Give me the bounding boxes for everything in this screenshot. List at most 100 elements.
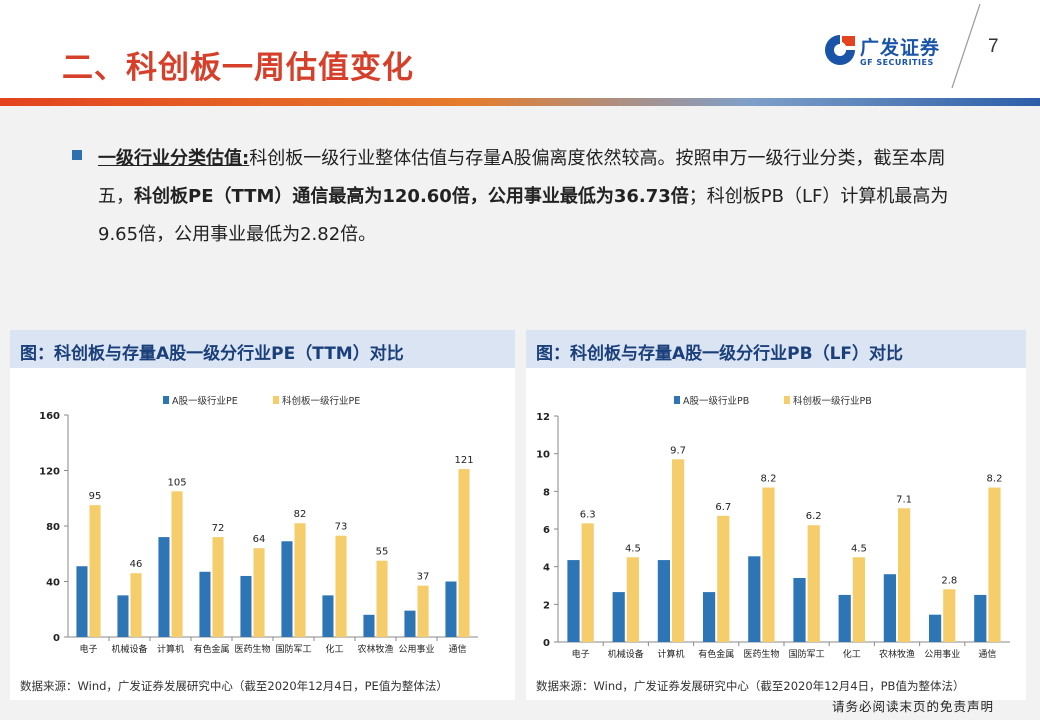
summary-text-2: ；科创板PB（LF）计算机最高为9.65倍，公用事业最低为2.82倍。 [98,186,949,245]
y-tick-label-1: 40 [46,578,60,589]
x-tick-label-9: 通信 [978,648,996,660]
x-tick-label-4: 医药生物 [234,643,270,655]
data-label-1-9: 121 [454,455,473,466]
bar-1-9 [458,469,470,637]
data-label-1-2: 105 [167,477,186,488]
x-tick-label-3: 有色金属 [698,648,734,660]
bar-1-0 [581,523,594,642]
bar-1-0 [89,505,101,637]
legend-label-1: 科创板一级行业PE [282,395,360,407]
pe-chart-title: 图：科创板与存量A股一级分行业PE（TTM）对比 [20,344,404,364]
x-tick-label-1: 机械设备 [111,643,147,655]
data-label-1-7: 7.1 [896,494,912,505]
x-tick-label-8: 公用事业 [398,643,434,655]
y-tick-label-5: 10 [536,450,550,461]
y-tick-label-3: 6 [543,525,550,536]
bar-1-8 [417,585,429,637]
x-tick-label-3: 有色金属 [193,643,229,655]
y-tick-label-0: 0 [53,633,60,644]
summary-text-1: 科创板一级行业整体估值与存量A股偏离度依然较高。按照申万一级行业分类，截至本周五… [98,148,946,207]
bar-1-4 [253,548,265,637]
x-tick-label-0: 电子 [79,643,97,655]
y-tick-label-2: 4 [543,563,550,574]
legend-swatch-1 [784,396,790,404]
bar-0-0 [76,566,88,637]
bar-0-6 [838,594,851,642]
pb-chart-header: 图：科创板与存量A股一级分行业PB（LF）对比 [526,330,1026,368]
slide-title: 二、科创板一周估值变化 [62,50,414,86]
bar-0-3 [199,571,211,637]
bar-1-6 [852,557,866,642]
bar-0-2 [657,560,670,642]
data-label-1-1: 46 [130,559,143,570]
pb-chart-panel: 图：科创板与存量A股一级分行业PB（LF）对比 A股一级行业PB 科创板一级行业P… [526,330,1026,700]
bar-1-1 [130,573,142,637]
data-label-1-1: 4.5 [625,543,641,554]
header-divider [951,4,981,88]
data-label-1-8: 37 [417,572,430,583]
gf-securities-logo: 广发证券 GF SECURITIES [822,30,952,74]
bar-0-7 [883,574,896,642]
bar-1-7 [376,560,388,637]
x-tick-label-6: 化工 [843,648,861,660]
bar-1-8 [943,589,956,642]
y-tick-label-1: 2 [543,600,550,611]
data-label-1-5: 6.2 [806,511,822,522]
bar-1-6 [335,535,347,637]
data-label-1-4: 8.2 [761,474,777,485]
x-tick-label-5: 国防军工 [275,643,311,655]
legend-label-1: 科创板一级行业PB [793,395,872,407]
bar-1-1 [626,557,640,642]
bar-0-4 [240,575,252,637]
header-accent-bar [0,98,1040,106]
y-tick-label-4: 8 [543,487,550,498]
data-label-1-5: 82 [294,509,307,520]
bar-1-3 [212,537,224,637]
bar-0-1 [612,592,625,642]
page-number: 7 [988,36,999,57]
x-tick-label-7: 农林牧渔 [879,648,915,660]
pe-bar-chart: A股一级行业PE 科创板一级行业PE 0 40 80 120 160 电子 95 机械设备 46 计算… [39,395,478,655]
legend-label-0: A股一级行业PE [172,395,238,407]
x-tick-label-5: 国防军工 [789,648,825,660]
bar-0-9 [974,594,987,642]
x-tick-label-2: 计算机 [157,643,184,655]
bar-0-9 [445,581,457,637]
gf-logo-icon [825,35,855,65]
x-tick-label-0: 电子 [572,648,590,660]
bar-1-7 [898,508,911,642]
bar-1-2 [171,491,183,637]
legend-swatch-0 [163,396,169,404]
x-tick-label-1: 机械设备 [608,648,644,660]
pb-chart-source: 数据来源：Wind，广发证券发展研究中心（截至2020年12月4日，PB值为整体… [536,679,965,693]
bar-1-2 [672,459,685,642]
disclaimer-text: 请务必阅读末页的免责声明 [832,699,995,714]
legend-swatch-1 [273,396,279,404]
data-label-1-2: 9.7 [670,445,686,456]
bar-1-9 [988,487,1001,642]
data-label-1-0: 95 [89,491,102,502]
legend-swatch-0 [674,396,680,404]
bar-1-4 [762,487,775,642]
x-tick-label-2: 计算机 [657,648,684,660]
x-tick-label-8: 公用事业 [924,648,960,660]
data-label-1-7: 55 [376,547,389,558]
bar-0-8 [928,614,942,642]
bar-0-2 [158,537,170,637]
y-tick-label-6: 12 [536,412,550,423]
pb-chart-title: 图：科创板与存量A股一级分行业PB（LF）对比 [536,344,904,364]
data-label-1-9: 8.2 [987,474,1003,485]
bullet-square-icon [72,150,82,160]
bar-0-5 [281,541,293,637]
bar-0-0 [567,560,580,642]
pe-chart-panel: 图：科创板与存量A股一级分行业PE（TTM）对比 A股一级行业PE 科创板一级行业… [10,330,515,700]
data-label-1-8: 2.8 [941,575,957,586]
y-tick-label-4: 160 [39,411,60,422]
bar-0-8 [404,610,416,637]
bar-0-7 [363,614,375,637]
data-label-1-3: 6.7 [715,502,731,513]
x-tick-label-6: 化工 [325,643,343,655]
pe-chart-header: 图：科创板与存量A股一级分行业PE（TTM）对比 [10,330,515,368]
summary-bold: 科创板PE（TTM）通信最高为120.60倍，公用事业最低为36.73倍 [134,186,689,207]
legend-label-0: A股一级行业PB [683,395,749,407]
